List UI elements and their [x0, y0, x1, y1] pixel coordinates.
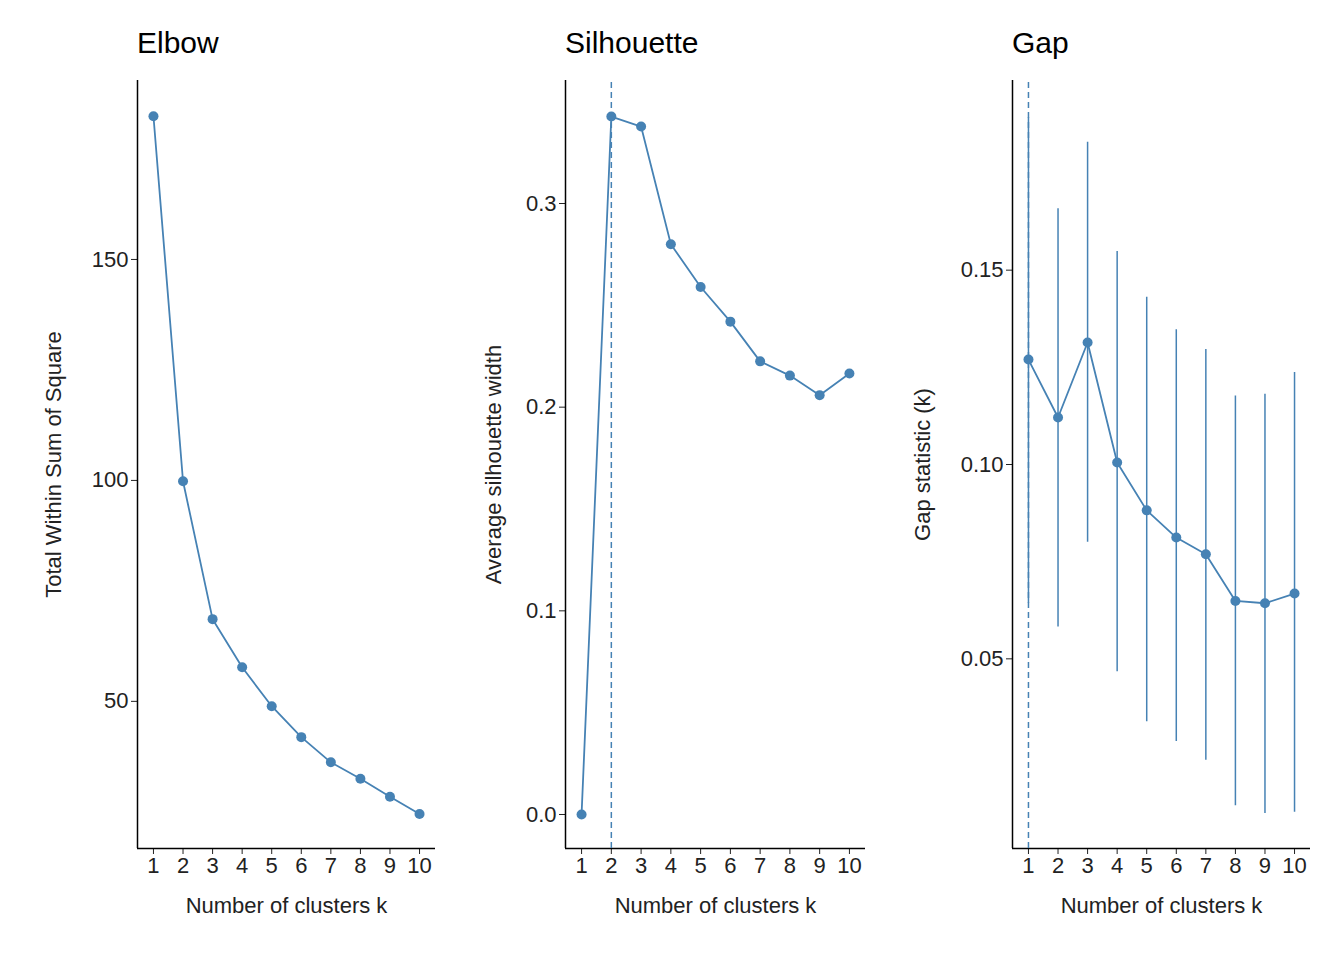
svg-text:6: 6: [1170, 853, 1182, 878]
svg-text:2: 2: [605, 853, 617, 878]
svg-text:Gap statistic (k): Gap statistic (k): [910, 388, 935, 541]
svg-text:7: 7: [1200, 853, 1212, 878]
svg-text:5: 5: [266, 853, 278, 878]
svg-text:4: 4: [1111, 853, 1123, 878]
svg-text:2: 2: [177, 853, 189, 878]
svg-text:7: 7: [754, 853, 766, 878]
svg-text:0.2: 0.2: [526, 394, 557, 419]
svg-text:8: 8: [784, 853, 796, 878]
svg-text:9: 9: [1259, 853, 1271, 878]
svg-text:Average silhouette width: Average silhouette width: [481, 345, 506, 584]
svg-text:5: 5: [1141, 853, 1153, 878]
svg-text:Number of clusters k: Number of clusters k: [615, 893, 818, 918]
svg-text:7: 7: [325, 853, 337, 878]
html-text:Gap: Gap: [1012, 26, 1069, 59]
svg-text:1: 1: [147, 853, 159, 878]
svg-text:0.15: 0.15: [961, 257, 1004, 282]
svg-text:5: 5: [694, 853, 706, 878]
svg-text:4: 4: [665, 853, 677, 878]
svg-text:10: 10: [407, 853, 431, 878]
svg-text:1: 1: [1022, 853, 1034, 878]
svg-text:9: 9: [384, 853, 396, 878]
svg-text:9: 9: [814, 853, 826, 878]
svg-text:150: 150: [92, 247, 129, 272]
html-text:Silhouette: Silhouette: [565, 26, 699, 59]
svg-text:8: 8: [354, 853, 366, 878]
svg-text:1: 1: [575, 853, 587, 878]
svg-text:Number of clusters k: Number of clusters k: [186, 893, 389, 918]
svg-text:0.10: 0.10: [961, 452, 1004, 477]
svg-text:6: 6: [295, 853, 307, 878]
svg-text:4: 4: [236, 853, 248, 878]
svg-text:6: 6: [724, 853, 736, 878]
svg-text:0.05: 0.05: [961, 646, 1004, 671]
svg-text:10: 10: [1282, 853, 1306, 878]
svg-text:10: 10: [837, 853, 861, 878]
svg-text:8: 8: [1229, 853, 1241, 878]
svg-text:100: 100: [92, 467, 129, 492]
svg-text:Total Within Sum of Square: Total Within Sum of Square: [41, 331, 66, 598]
svg-text:0.0: 0.0: [526, 802, 557, 827]
svg-text:3: 3: [1081, 853, 1093, 878]
svg-text:Number of clusters k: Number of clusters k: [1061, 893, 1264, 918]
svg-text:3: 3: [635, 853, 647, 878]
svg-text:50: 50: [104, 688, 128, 713]
svg-text:0.3: 0.3: [526, 191, 557, 216]
svg-text:3: 3: [206, 853, 218, 878]
svg-text:2: 2: [1052, 853, 1064, 878]
svg-text:0.1: 0.1: [526, 598, 557, 623]
html-text:Elbow: Elbow: [137, 26, 219, 59]
